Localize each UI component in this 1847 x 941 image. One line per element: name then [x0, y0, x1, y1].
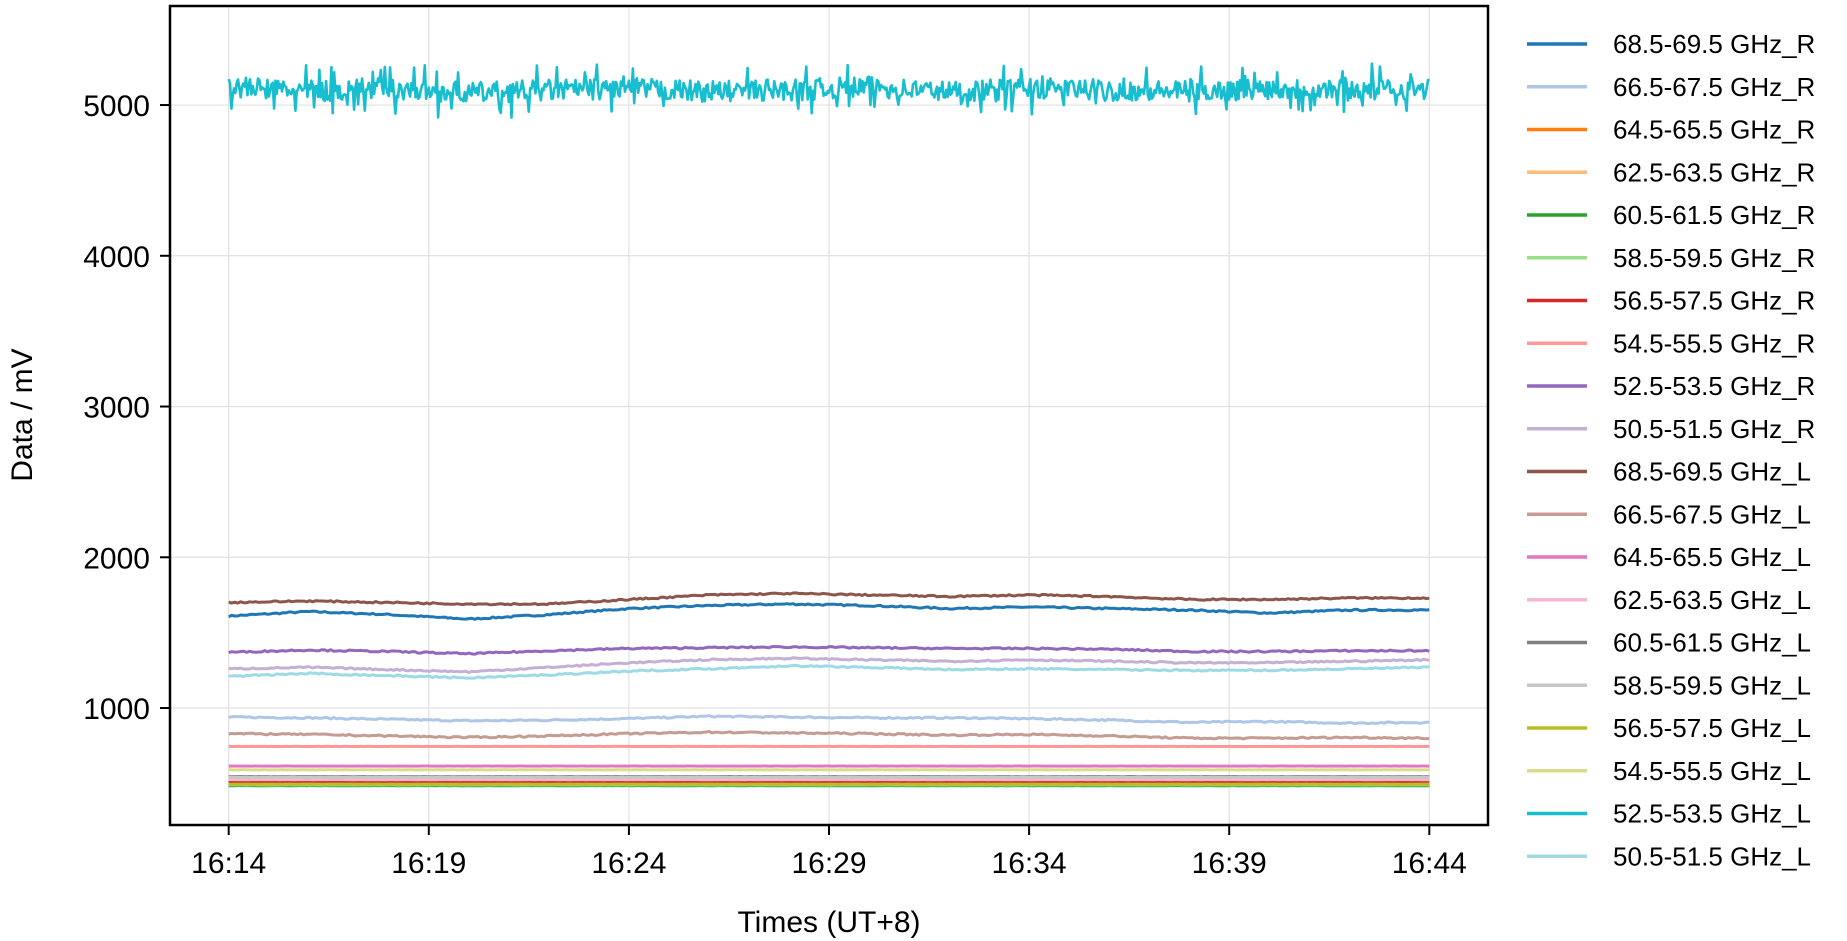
legend-label: 62.5-63.5 GHz_L: [1613, 585, 1811, 615]
legend-label: 58.5-59.5 GHz_R: [1613, 243, 1815, 273]
legend-label: 58.5-59.5 GHz_L: [1613, 670, 1811, 700]
legend-label: 66.5-67.5 GHz_L: [1613, 499, 1811, 529]
y-tick-label: 3000: [83, 392, 150, 425]
legend-item: 62.5-63.5 GHz_R: [1527, 157, 1815, 187]
legend-item: 64.5-65.5 GHz_R: [1527, 115, 1815, 145]
legend-item: 60.5-61.5 GHz_R: [1527, 200, 1815, 230]
x-tick-label: 16:19: [391, 847, 466, 880]
legend-label: 50.5-51.5 GHz_R: [1613, 414, 1815, 444]
legend: 68.5-69.5 GHz_R 66.5-67.5 GHz_R 64.5-65.5 …: [1527, 29, 1815, 871]
legend-label: 56.5-57.5 GHz_R: [1613, 286, 1815, 316]
legend-item: 54.5-55.5 GHz_L: [1527, 756, 1811, 786]
x-axis-label: Times (UT+8): [737, 906, 920, 939]
x-tick-label: 16:29: [791, 847, 866, 880]
legend-label: 68.5-69.5 GHz_R: [1613, 29, 1815, 59]
legend-label: 60.5-61.5 GHz_L: [1613, 628, 1811, 658]
ticks: 16:14 16:19 16:24 16:29 16:34 16:39 16:44 1000 2…: [83, 90, 1467, 880]
legend-label: 64.5-65.5 GHz_L: [1613, 542, 1811, 572]
legend-item: 62.5-63.5 GHz_L: [1527, 585, 1811, 615]
legend-label: 50.5-51.5 GHz_L: [1613, 841, 1811, 871]
legend-label: 64.5-65.5 GHz_R: [1613, 115, 1815, 145]
x-tick-label: 16:44: [1392, 847, 1467, 880]
legend-label: 52.5-53.5 GHz_R: [1613, 371, 1815, 401]
y-tick-label: 5000: [83, 90, 150, 123]
legend-item: 56.5-57.5 GHz_R: [1527, 286, 1815, 316]
legend-label: 52.5-53.5 GHz_L: [1613, 799, 1811, 829]
x-tick-label: 16:34: [992, 847, 1067, 880]
legend-label: 62.5-63.5 GHz_R: [1613, 157, 1815, 187]
y-axis-label: Data / mV: [6, 348, 39, 481]
legend-item: 52.5-53.5 GHz_R: [1527, 371, 1815, 401]
legend-item: 54.5-55.5 GHz_R: [1527, 328, 1815, 358]
legend-label: 66.5-67.5 GHz_R: [1613, 72, 1815, 102]
legend-item: 58.5-59.5 GHz_L: [1527, 670, 1811, 700]
legend-item: 50.5-51.5 GHz_L: [1527, 841, 1811, 871]
x-tick-label: 16:24: [591, 847, 666, 880]
legend-item: 68.5-69.5 GHz_L: [1527, 457, 1811, 487]
grid: [170, 6, 1488, 825]
legend-item: 50.5-51.5 GHz_R: [1527, 414, 1815, 444]
legend-label: 68.5-69.5 GHz_L: [1613, 457, 1811, 487]
y-tick-label: 2000: [83, 542, 150, 575]
legend-label: 60.5-61.5 GHz_R: [1613, 200, 1815, 230]
legend-item: 66.5-67.5 GHz_L: [1527, 499, 1811, 529]
legend-item: 68.5-69.5 GHz_R: [1527, 29, 1815, 59]
legend-label: 54.5-55.5 GHz_R: [1613, 328, 1815, 358]
legend-label: 56.5-57.5 GHz_L: [1613, 713, 1811, 743]
x-tick-label: 16:39: [1192, 847, 1267, 880]
x-tick-label: 16:14: [191, 847, 266, 880]
legend-item: 58.5-59.5 GHz_R: [1527, 243, 1815, 273]
y-tick-label: 1000: [83, 693, 150, 726]
legend-label: 54.5-55.5 GHz_L: [1613, 756, 1811, 786]
y-tick-label: 4000: [83, 241, 150, 274]
legend-item: 64.5-65.5 GHz_L: [1527, 542, 1811, 572]
legend-item: 60.5-61.5 GHz_L: [1527, 628, 1811, 658]
legend-item: 56.5-57.5 GHz_L: [1527, 713, 1811, 743]
legend-item: 66.5-67.5 GHz_R: [1527, 72, 1815, 102]
legend-item: 52.5-53.5 GHz_L: [1527, 799, 1811, 829]
